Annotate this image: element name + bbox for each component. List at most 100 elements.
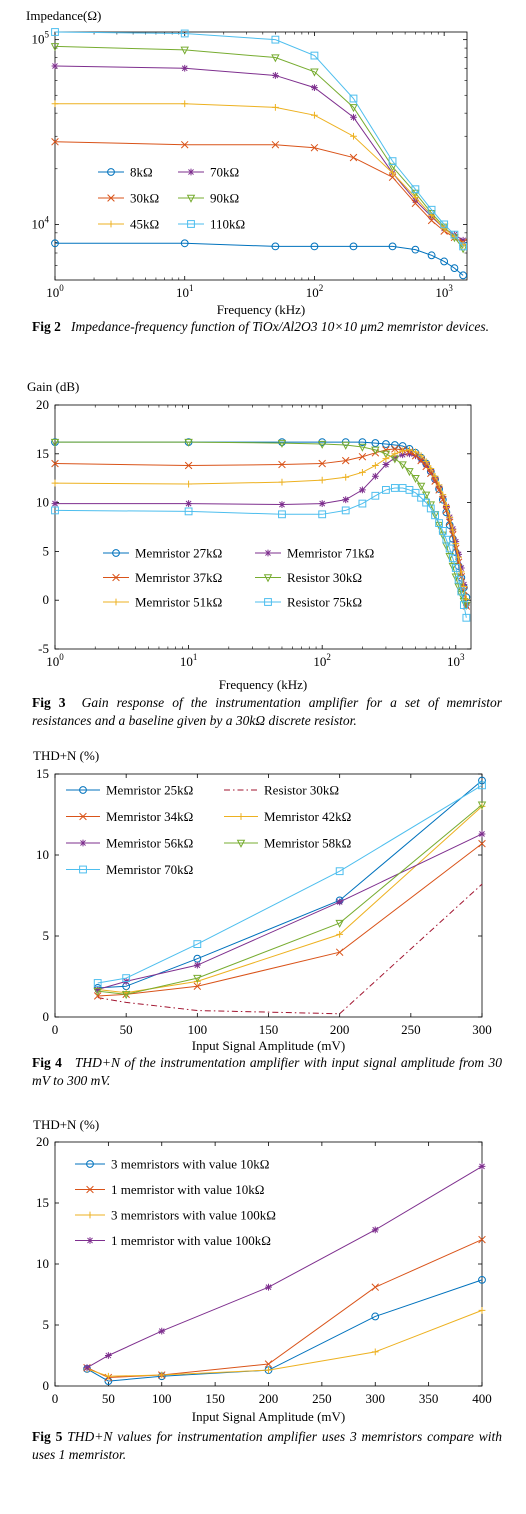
caption-label: Fig 3: [32, 695, 66, 710]
data-point: [180, 29, 189, 38]
x-tick-label: 350: [419, 1391, 439, 1406]
x-tick-label: 50: [102, 1391, 115, 1406]
data-point: [104, 1372, 112, 1380]
data-point: [112, 598, 120, 606]
data-point: [264, 1360, 273, 1368]
x-tick-label: 102: [313, 652, 331, 669]
y-tick-label: 20: [36, 397, 49, 412]
data-point: [422, 458, 430, 466]
data-point: [318, 459, 326, 468]
data-point: [193, 982, 202, 990]
data-point: [411, 185, 420, 194]
data-point: [86, 1185, 94, 1194]
legend-item: 45kΩ: [98, 217, 159, 232]
legend: 8kΩ 70kΩ 30kΩ 90kΩ 45kΩ 110kΩ: [98, 165, 245, 232]
data-point: [335, 948, 344, 956]
x-tick-label: 101: [176, 283, 194, 300]
data-point: [184, 507, 193, 516]
legend: Memristor 25kΩ Resistor 30kΩ Memristor 34k…: [66, 783, 351, 877]
data-point: [381, 450, 391, 459]
data-point: [51, 28, 59, 36]
data-point: [51, 479, 59, 487]
legend-item: 110kΩ: [178, 217, 245, 232]
legend-label: Memristor 42kΩ: [264, 809, 351, 824]
series-line: [97, 780, 483, 989]
caption-fig5: Fig 5 THD+N values for instrumentation a…: [32, 1428, 502, 1464]
data-point: [104, 1352, 112, 1359]
data-point: [93, 979, 102, 987]
data-point: [449, 526, 457, 534]
series-line: [55, 103, 464, 245]
legend-label: Memristor 37kΩ: [135, 570, 222, 585]
x-tick-label: 50: [120, 1022, 133, 1037]
data-point: [417, 456, 425, 464]
legend-item: 8kΩ: [98, 165, 153, 180]
data-point: [264, 549, 272, 557]
data-point: [79, 839, 87, 847]
data-point: [51, 138, 59, 146]
legend-label: 90kΩ: [210, 191, 239, 206]
data-point: [350, 113, 357, 121]
legend-label: Memristor 70kΩ: [106, 862, 193, 877]
data-point: [358, 499, 367, 508]
data-point: [86, 1160, 94, 1168]
data-point: [371, 1348, 379, 1356]
x-axis-label: Frequency (kHz): [219, 677, 307, 692]
plot-frame: [54, 31, 468, 281]
legend-item: Memristor 70kΩ: [66, 862, 193, 877]
legend-label: Memristor 58kΩ: [264, 836, 351, 851]
caption-fig2: Fig 2 Impedance-frequency function of Ti…: [32, 318, 502, 336]
y-tick-label: 0: [43, 1009, 50, 1024]
data-point: [371, 1283, 380, 1291]
data-point: [193, 974, 202, 983]
data-point: [93, 987, 102, 996]
data-point: [462, 613, 471, 622]
data-point: [452, 540, 460, 547]
series-1: [51, 62, 467, 244]
data-point: [336, 898, 344, 906]
legend-item: Memristor 71kΩ: [255, 546, 374, 561]
legend-item: 1 memristor with value 100kΩ: [75, 1233, 271, 1248]
data-point: [371, 472, 379, 480]
y-tick-label: 105: [32, 30, 50, 47]
data-point: [391, 450, 399, 458]
series-line: [54, 487, 467, 618]
x-tick-exponent: 1: [189, 283, 194, 293]
data-point: [411, 193, 419, 201]
data-point: [237, 813, 245, 820]
x-tick-label: 100: [188, 1022, 208, 1037]
plot-frame: [54, 404, 472, 650]
caption-text: THD+N values for instrumentation amplifi…: [32, 1429, 503, 1462]
data-point: [317, 440, 327, 449]
data-point: [180, 46, 189, 55]
y-tick-label: 104: [32, 214, 50, 231]
caption-text: Gain response of the instrumentation amp…: [32, 695, 503, 728]
data-point: [86, 1237, 94, 1244]
data-point: [388, 242, 397, 251]
data-point: [439, 491, 447, 499]
data-point: [79, 812, 87, 821]
data-point: [442, 502, 450, 509]
data-point: [185, 480, 192, 488]
plot-frame: [54, 1141, 483, 1387]
data-point: [417, 452, 425, 460]
data-point: [382, 455, 390, 463]
data-point: [278, 438, 286, 446]
y-tick-label: 15: [36, 1195, 49, 1210]
y-tick-label: -5: [38, 641, 49, 656]
data-point: [371, 462, 379, 469]
data-point: [336, 930, 344, 938]
data-point: [399, 447, 407, 455]
data-point: [426, 504, 435, 513]
data-point: [371, 446, 380, 455]
data-point: [478, 776, 486, 785]
legend-label: Resistor 30kΩ: [264, 783, 339, 798]
y-axis-label: Impedance(Ω): [26, 8, 101, 23]
series-4: [94, 830, 486, 993]
figure-4: 0 50 100 150 200 250 300 0 5 10 15 THD+N (%) Input S…: [0, 745, 526, 1110]
data-point: [181, 64, 189, 72]
data-point: [271, 54, 280, 63]
legend-label: Resistor 75kΩ: [287, 595, 362, 610]
data-point: [264, 598, 272, 606]
data-point: [86, 1211, 94, 1219]
